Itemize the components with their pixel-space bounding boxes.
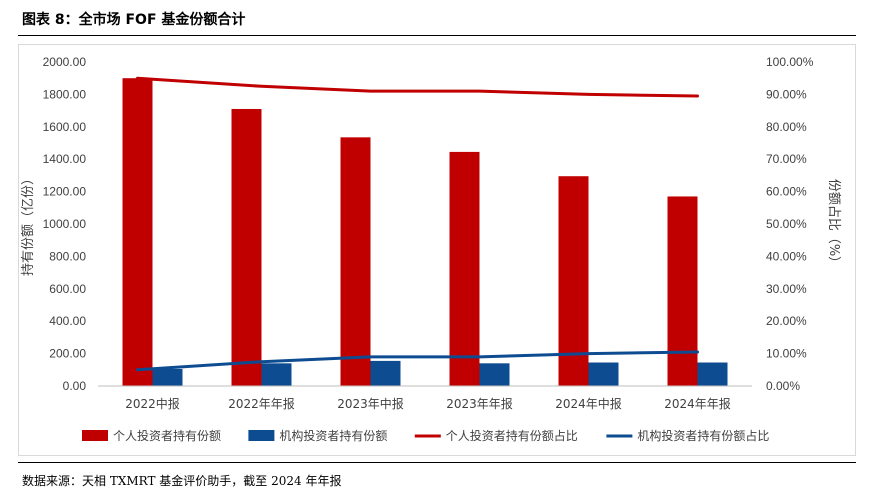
y-tick-label: 600.00 [49,282,86,296]
y-tick-label: 2000.00 [43,55,87,69]
legend-label: 个人投资者持有份额 [113,428,221,443]
bar-institutional-shares [370,360,401,386]
y-tick-label: 1200.00 [43,185,87,199]
y-tick-label: 200.00 [49,347,86,361]
bar-individual-shares [449,151,480,386]
y2-tick-label: 40.00% [766,249,807,263]
source-note: 数据来源：天相 TXMRT 基金评价助手，截至 2024 年年报 [22,474,342,488]
chart-frame [18,44,856,456]
y-tick-label: 0.00 [63,379,87,393]
title-rule [18,35,856,36]
legend-label: 机构投资者持有份额占比 [637,428,769,443]
bar-individual-shares [340,137,371,386]
x-tick-label: 2023年中报 [337,396,404,411]
x-tick-label: 2022中报 [125,396,180,411]
x-tick-label: 2023年年报 [446,396,513,411]
legend-label: 机构投资者持有份额 [279,428,387,443]
line-institutional-ratio [136,350,699,372]
bar-institutional-shares [588,362,619,386]
bar-institutional-shares [152,368,183,386]
x-tick-label: 2022年年报 [228,396,295,411]
x-tick-label: 2024年中报 [555,396,622,411]
source-rule [18,462,856,463]
bar-individual-shares [667,196,698,386]
legend-swatch [82,430,108,441]
y-tick-label: 1800.00 [43,87,87,101]
y2-tick-label: 20.00% [766,314,807,328]
y2-tick-label: 90.00% [766,87,807,101]
legend-swatch [248,430,275,441]
y-tick-label: 1000.00 [43,217,87,231]
y2-tick-label: 0.00% [766,379,800,393]
y-axis-title: 持有份额（亿份） [21,172,36,276]
y2-tick-label: 30.00% [766,282,807,296]
y2-tick-label: 10.00% [766,347,807,361]
y-tick-label: 800.00 [49,249,86,263]
x-tick-label: 2024年年报 [664,396,731,411]
y2-axis-title: 份额占比（%） [826,179,841,269]
bar-individual-shares [122,78,153,386]
y2-tick-label: 70.00% [766,152,807,166]
y-tick-label: 400.00 [49,314,86,328]
y-tick-label: 1600.00 [43,120,87,134]
figure-title: 图表 8：全市场 FOF 基金份额合计 [22,12,246,28]
bar-individual-shares [231,108,262,386]
y2-tick-label: 100.00% [766,55,814,69]
bar-institutional-shares [697,362,728,386]
bar-individual-shares [558,176,589,386]
line-individual-ratio [136,76,699,98]
y2-tick-label: 60.00% [766,185,807,199]
bar-institutional-shares [261,363,292,386]
y-tick-label: 1400.00 [43,152,87,166]
y2-tick-label: 80.00% [766,120,807,134]
legend-label: 个人投资者持有份额占比 [446,428,578,443]
bar-institutional-shares [479,363,510,386]
y2-tick-label: 50.00% [766,217,807,231]
